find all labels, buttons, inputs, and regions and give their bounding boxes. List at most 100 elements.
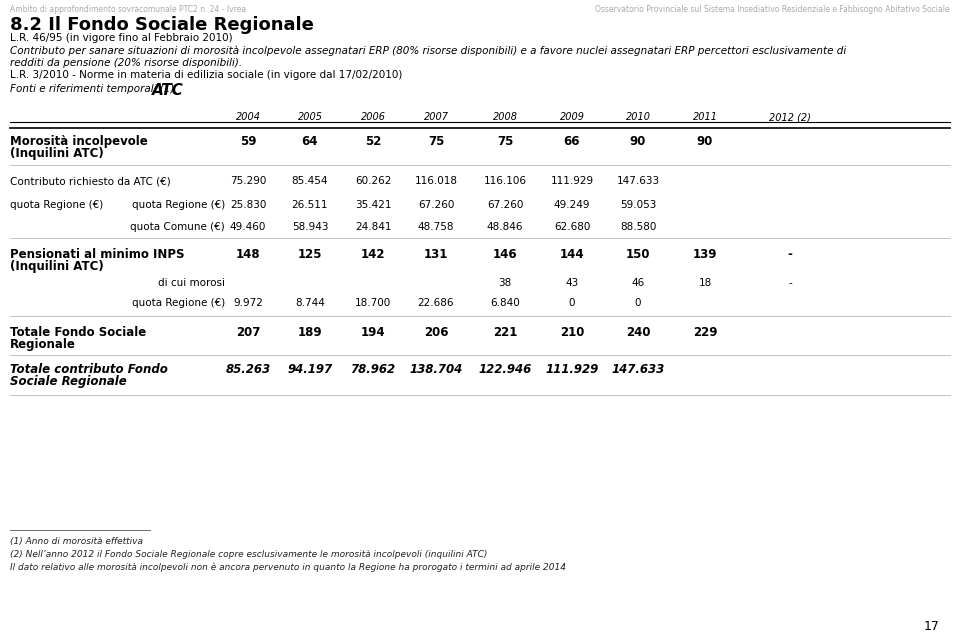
Text: 138.704: 138.704 [409, 363, 463, 376]
Text: quota Regione (€): quota Regione (€) [132, 298, 225, 308]
Text: 125: 125 [298, 248, 323, 261]
Text: 111.929: 111.929 [545, 363, 599, 376]
Text: Totale contributo Fondo: Totale contributo Fondo [10, 363, 168, 376]
Text: Fonti e riferimenti temporali (1): Fonti e riferimenti temporali (1) [10, 84, 175, 94]
Text: 18: 18 [698, 278, 711, 288]
Text: Totale Fondo Sociale: Totale Fondo Sociale [10, 326, 146, 339]
Text: Osservatorio Provinciale sul Sistema Insediativo Residenziale e Fabbisogno Abita: Osservatorio Provinciale sul Sistema Ins… [595, 5, 950, 14]
Text: 43: 43 [565, 278, 579, 288]
Text: Morosità incolpevole: Morosità incolpevole [10, 135, 148, 148]
Text: 229: 229 [693, 326, 717, 339]
Text: 210: 210 [560, 326, 585, 339]
Text: 8.744: 8.744 [295, 298, 324, 308]
Text: 48.846: 48.846 [487, 222, 523, 232]
Text: Il dato relativo alle morosità incolpevoli non è ancora pervenuto in quanto la R: Il dato relativo alle morosità incolpevo… [10, 562, 566, 571]
Text: quota Regione (€): quota Regione (€) [132, 200, 225, 210]
Text: 75: 75 [428, 135, 444, 148]
Text: 26.511: 26.511 [292, 200, 328, 210]
Text: 60.262: 60.262 [355, 176, 391, 186]
Text: 146: 146 [492, 248, 517, 261]
Text: 6.840: 6.840 [491, 298, 520, 308]
Text: 2006: 2006 [361, 112, 386, 122]
Text: 111.929: 111.929 [550, 176, 593, 186]
Text: quota Comune (€): quota Comune (€) [131, 222, 225, 232]
Text: 9.972: 9.972 [233, 298, 263, 308]
Text: 2004: 2004 [235, 112, 260, 122]
Text: 94.197: 94.197 [287, 363, 332, 376]
Text: 194: 194 [361, 326, 385, 339]
Text: 46: 46 [632, 278, 644, 288]
Text: 207: 207 [236, 326, 260, 339]
Text: 85.263: 85.263 [226, 363, 271, 376]
Text: -: - [788, 278, 792, 288]
Text: 58.943: 58.943 [292, 222, 328, 232]
Text: 139: 139 [693, 248, 717, 261]
Text: 18.700: 18.700 [355, 298, 391, 308]
Text: Ambito di approfondimento sovracomunale PTC2 n. 24 - Ivrea: Ambito di approfondimento sovracomunale … [10, 5, 246, 14]
Text: 17: 17 [924, 620, 940, 633]
Text: Contributo richiesto da ATC (€): Contributo richiesto da ATC (€) [10, 176, 171, 186]
Text: 116.018: 116.018 [415, 176, 458, 186]
Text: 2010: 2010 [626, 112, 651, 122]
Text: 38: 38 [498, 278, 512, 288]
Text: 85.454: 85.454 [292, 176, 328, 186]
Text: 2011: 2011 [692, 112, 717, 122]
Text: 206: 206 [423, 326, 448, 339]
Text: 90: 90 [697, 135, 713, 148]
Text: 88.580: 88.580 [620, 222, 657, 232]
Text: Sociale Regionale: Sociale Regionale [10, 375, 127, 388]
Text: 122.946: 122.946 [478, 363, 532, 376]
Text: Contributo per sanare situazioni di morosità incolpevole assegnatari ERP (80% ri: Contributo per sanare situazioni di moro… [10, 46, 847, 56]
Text: 67.260: 67.260 [487, 200, 523, 210]
Text: 0: 0 [635, 298, 641, 308]
Text: 240: 240 [626, 326, 650, 339]
Text: 67.260: 67.260 [418, 200, 454, 210]
Text: 2005: 2005 [298, 112, 323, 122]
Text: 24.841: 24.841 [355, 222, 392, 232]
Text: L.R. 3/2010 - Norme in materia di edilizia sociale (in vigore dal 17/02/2010): L.R. 3/2010 - Norme in materia di ediliz… [10, 70, 402, 80]
Text: 2009: 2009 [560, 112, 585, 122]
Text: quota Regione (€): quota Regione (€) [10, 200, 104, 210]
Text: 0: 0 [568, 298, 575, 308]
Text: 142: 142 [361, 248, 385, 261]
Text: di cui morosi: di cui morosi [158, 278, 225, 288]
Text: 144: 144 [560, 248, 585, 261]
Text: 75.290: 75.290 [229, 176, 266, 186]
Text: 62.680: 62.680 [554, 222, 590, 232]
Text: 75: 75 [497, 135, 514, 148]
Text: 59.053: 59.053 [620, 200, 657, 210]
Text: 22.686: 22.686 [418, 298, 454, 308]
Text: 2007: 2007 [423, 112, 448, 122]
Text: (Inquilini ATC): (Inquilini ATC) [10, 260, 104, 273]
Text: 49.249: 49.249 [554, 200, 590, 210]
Text: 2008: 2008 [492, 112, 517, 122]
Text: ATC: ATC [152, 83, 184, 98]
Text: 221: 221 [492, 326, 517, 339]
Text: 59: 59 [240, 135, 256, 148]
Text: 35.421: 35.421 [355, 200, 392, 210]
Text: 189: 189 [298, 326, 323, 339]
Text: 2012 (2): 2012 (2) [769, 112, 811, 122]
Text: 147.633: 147.633 [616, 176, 660, 186]
Text: 48.758: 48.758 [418, 222, 454, 232]
Text: Pensionati al minimo INPS: Pensionati al minimo INPS [10, 248, 184, 261]
Text: L.R. 46/95 (in vigore fino al Febbraio 2010): L.R. 46/95 (in vigore fino al Febbraio 2… [10, 33, 232, 43]
Text: 49.460: 49.460 [229, 222, 266, 232]
Text: (1) Anno di morosità effettiva: (1) Anno di morosità effettiva [10, 537, 143, 546]
Text: redditi da pensione (20% risorse disponibili).: redditi da pensione (20% risorse disponi… [10, 58, 242, 68]
Text: 25.830: 25.830 [229, 200, 266, 210]
Text: 150: 150 [626, 248, 650, 261]
Text: -: - [787, 248, 792, 261]
Text: 90: 90 [630, 135, 646, 148]
Text: 147.633: 147.633 [612, 363, 664, 376]
Text: 66: 66 [564, 135, 580, 148]
Text: 8.2 Il Fondo Sociale Regionale: 8.2 Il Fondo Sociale Regionale [10, 16, 314, 34]
Text: 52: 52 [365, 135, 381, 148]
Text: 64: 64 [301, 135, 319, 148]
Text: 131: 131 [423, 248, 448, 261]
Text: 116.106: 116.106 [484, 176, 526, 186]
Text: Regionale: Regionale [10, 338, 76, 351]
Text: (2) Nell’anno 2012 il Fondo Sociale Regionale copre esclusivamente le morosità i: (2) Nell’anno 2012 il Fondo Sociale Regi… [10, 550, 488, 559]
Text: 78.962: 78.962 [350, 363, 396, 376]
Text: (Inquilini ATC): (Inquilini ATC) [10, 147, 104, 160]
